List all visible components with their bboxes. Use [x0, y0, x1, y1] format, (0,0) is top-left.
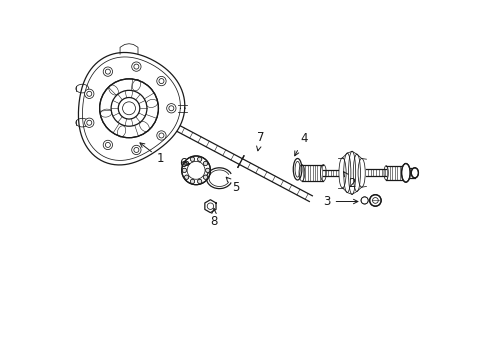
Text: 4: 4 [294, 132, 307, 156]
Circle shape [197, 179, 202, 184]
Circle shape [182, 156, 210, 185]
Circle shape [157, 131, 166, 140]
Circle shape [190, 157, 194, 161]
Circle shape [131, 145, 141, 154]
Text: 1: 1 [140, 143, 163, 165]
Circle shape [360, 197, 367, 204]
Ellipse shape [410, 168, 418, 178]
Circle shape [84, 118, 94, 127]
Circle shape [184, 175, 188, 179]
Circle shape [190, 179, 194, 184]
Circle shape [369, 195, 380, 206]
Circle shape [103, 140, 112, 150]
Circle shape [100, 79, 158, 138]
Circle shape [203, 161, 207, 166]
Text: 2: 2 [343, 172, 355, 190]
Ellipse shape [401, 163, 409, 182]
Circle shape [131, 62, 141, 71]
Text: 5: 5 [226, 177, 239, 194]
Circle shape [166, 104, 176, 113]
Polygon shape [204, 200, 216, 213]
Circle shape [184, 161, 188, 166]
Text: 8: 8 [210, 209, 217, 228]
Text: 6: 6 [179, 157, 189, 170]
Circle shape [197, 157, 202, 161]
Circle shape [205, 168, 209, 172]
Text: 3: 3 [323, 195, 357, 208]
Text: 7: 7 [256, 131, 264, 151]
Circle shape [103, 67, 112, 76]
Circle shape [157, 76, 166, 86]
Circle shape [84, 89, 94, 99]
Circle shape [203, 175, 207, 179]
Circle shape [182, 168, 186, 172]
